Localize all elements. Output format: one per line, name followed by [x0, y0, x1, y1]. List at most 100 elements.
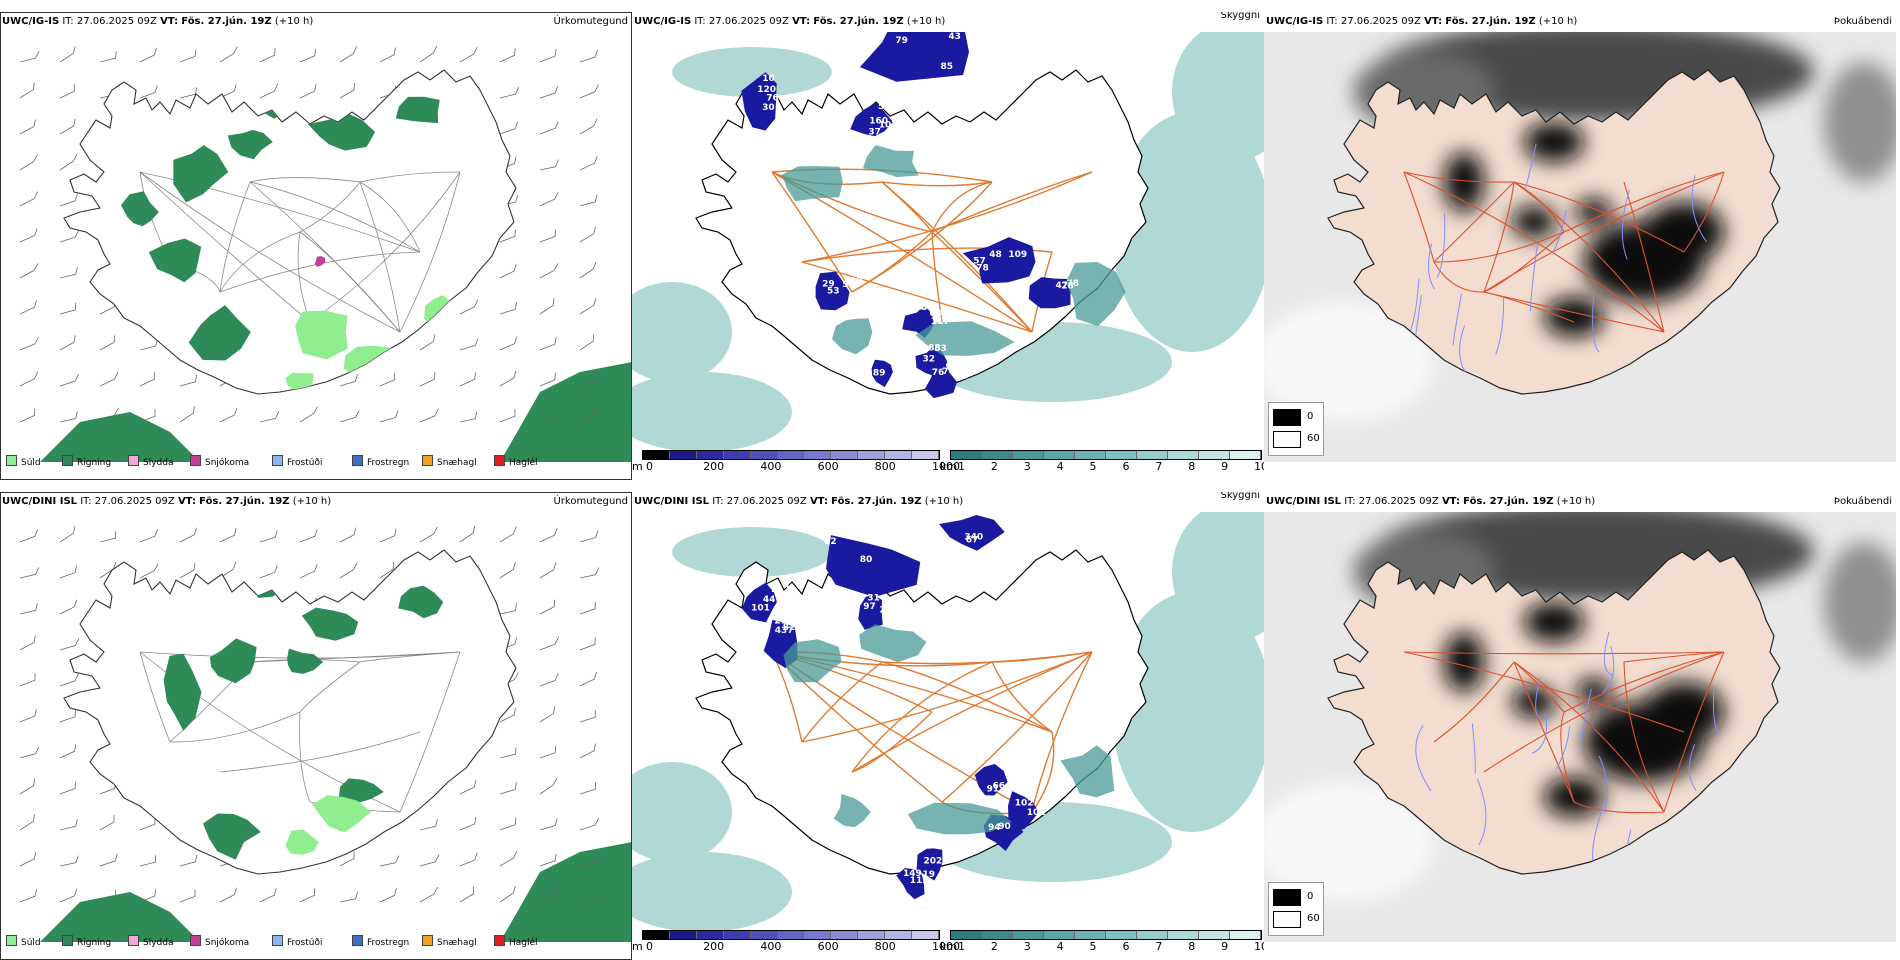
fog-patch — [1644, 682, 1724, 742]
ceiling-value-label: 102 — [1015, 799, 1034, 809]
visibility-area — [833, 793, 871, 828]
cloud-map[interactable]: 437 131 340 101 97 94 115 202 101 91 216 80 232 217 20… — [632, 512, 1264, 942]
fog-map[interactable] — [1264, 32, 1896, 462]
wind-barb — [99, 531, 117, 543]
road-line — [359, 181, 401, 333]
wind-barb — [579, 298, 597, 315]
precip-legend: Súld Rigning Slydda Snjókoma Frostúði Frostre… — [0, 928, 632, 956]
ceiling-value-label: 120 — [913, 302, 932, 312]
colorbar-unit: km — [940, 940, 958, 953]
ceiling-value-label: 31 — [867, 594, 880, 604]
wind-barb — [139, 409, 156, 423]
colorbar-step — [1168, 931, 1199, 939]
fog-panel-bottom: UWC/DINI ISL IT: 27.06.2025 09Z VT: Fös.… — [1264, 492, 1896, 960]
panel-title: Úrkomutegund — [553, 496, 628, 507]
colorbar-tick: 8 — [1188, 940, 1196, 953]
road-line — [1031, 651, 1093, 813]
wind-barb — [539, 599, 555, 615]
init-time: IT: 27.06.2025 09Z — [62, 16, 157, 27]
wind-barb — [179, 889, 196, 903]
colorbar-step — [1168, 451, 1199, 459]
fog-legend-label: 60 — [1307, 433, 1320, 444]
wind-barb — [459, 816, 477, 831]
fog-patch — [1524, 122, 1584, 162]
wind-barb — [419, 372, 436, 387]
wind-barb — [179, 562, 196, 579]
colorbar-step — [1075, 451, 1106, 459]
colorbar-tick: 10 — [1254, 940, 1264, 953]
road-line — [881, 181, 993, 187]
valid-time: Fös. 27.jún. 19Z — [831, 496, 922, 507]
legend-swatch — [62, 935, 73, 946]
precip-map[interactable] — [0, 32, 632, 462]
legend-swatch — [422, 935, 433, 946]
ceiling-value-label: 30 — [762, 103, 775, 113]
ceiling-value-label: 68 — [929, 309, 942, 319]
ceiling-value-label: 115 — [910, 876, 929, 886]
wind-barb — [139, 372, 155, 387]
wind-barb — [99, 408, 119, 423]
visibility-area — [1112, 112, 1264, 352]
legend-label: Súld — [21, 938, 41, 948]
ceiling-area — [896, 868, 925, 900]
wind-barb — [539, 853, 557, 867]
wind-barb — [219, 561, 237, 579]
ceiling-value-label: 53 — [827, 287, 840, 297]
colorbar-step — [1137, 931, 1168, 939]
valid-time: Fös. 27.jún. 19Z — [813, 16, 904, 27]
wind-barb — [459, 411, 477, 423]
cloud-map[interactable]: 2521201601291175778768889857610759887828… — [632, 32, 1264, 462]
model-name: UWC/IG-IS — [2, 16, 60, 27]
lead-time: (+10 h) — [924, 496, 964, 507]
wind-barb — [59, 267, 78, 279]
legend-swatch — [422, 455, 433, 466]
colorbar-tick: 6 — [1122, 460, 1130, 473]
valid-time-label: VT: — [1441, 496, 1460, 507]
colorbar-step — [912, 931, 939, 939]
colorbar-step — [1230, 931, 1261, 939]
colorbar-tick: 0 — [646, 460, 653, 473]
wind-barb — [459, 886, 474, 903]
fog-patch — [1544, 297, 1604, 337]
wind-barb — [539, 229, 556, 243]
legend-label: Frostregn — [367, 938, 410, 948]
colorbar-tick: 10 — [1254, 460, 1264, 473]
ceiling-area — [939, 515, 1005, 551]
valid-time-label: VT: — [1424, 16, 1443, 27]
rain-area — [398, 585, 444, 619]
colorbar-step — [1106, 451, 1137, 459]
iceland-land — [1327, 549, 1781, 875]
legend-label: Snæhagl — [437, 458, 477, 468]
colorbar-step — [696, 931, 724, 939]
wind-barb — [339, 46, 357, 63]
road-line — [399, 171, 461, 333]
visibility-area — [632, 852, 792, 932]
colorbar-unit: m — [632, 460, 643, 473]
colorbar-step — [858, 451, 886, 459]
fog-map[interactable] — [1264, 512, 1896, 942]
wind-barb — [419, 819, 438, 831]
init-time: IT: 27.06.2025 09Z — [1344, 496, 1439, 507]
rain-area — [307, 112, 376, 151]
wind-barb — [139, 47, 157, 63]
ceiling-value-label: 76 — [932, 368, 945, 378]
wind-barb — [59, 84, 76, 99]
legend-item: Súld — [6, 935, 41, 949]
fog-legend-swatch — [1273, 889, 1301, 906]
rain-area — [203, 813, 261, 860]
road-line — [359, 171, 461, 183]
ceiling-value-label: 101 — [1027, 808, 1046, 818]
road-line — [991, 661, 1053, 733]
wind-barb — [579, 782, 596, 795]
river-line — [1556, 725, 1571, 770]
wind-barb — [419, 45, 438, 63]
model-name: UWC/DINI ISL — [1266, 496, 1342, 507]
wind-barb — [179, 527, 197, 543]
rain-area — [338, 778, 384, 805]
wind-barb — [59, 599, 78, 615]
legend-swatch — [272, 455, 283, 466]
precip-map[interactable] — [0, 512, 632, 942]
colorbar-step — [1106, 931, 1137, 939]
wind-barb — [579, 601, 596, 615]
wind-barb — [539, 85, 558, 99]
